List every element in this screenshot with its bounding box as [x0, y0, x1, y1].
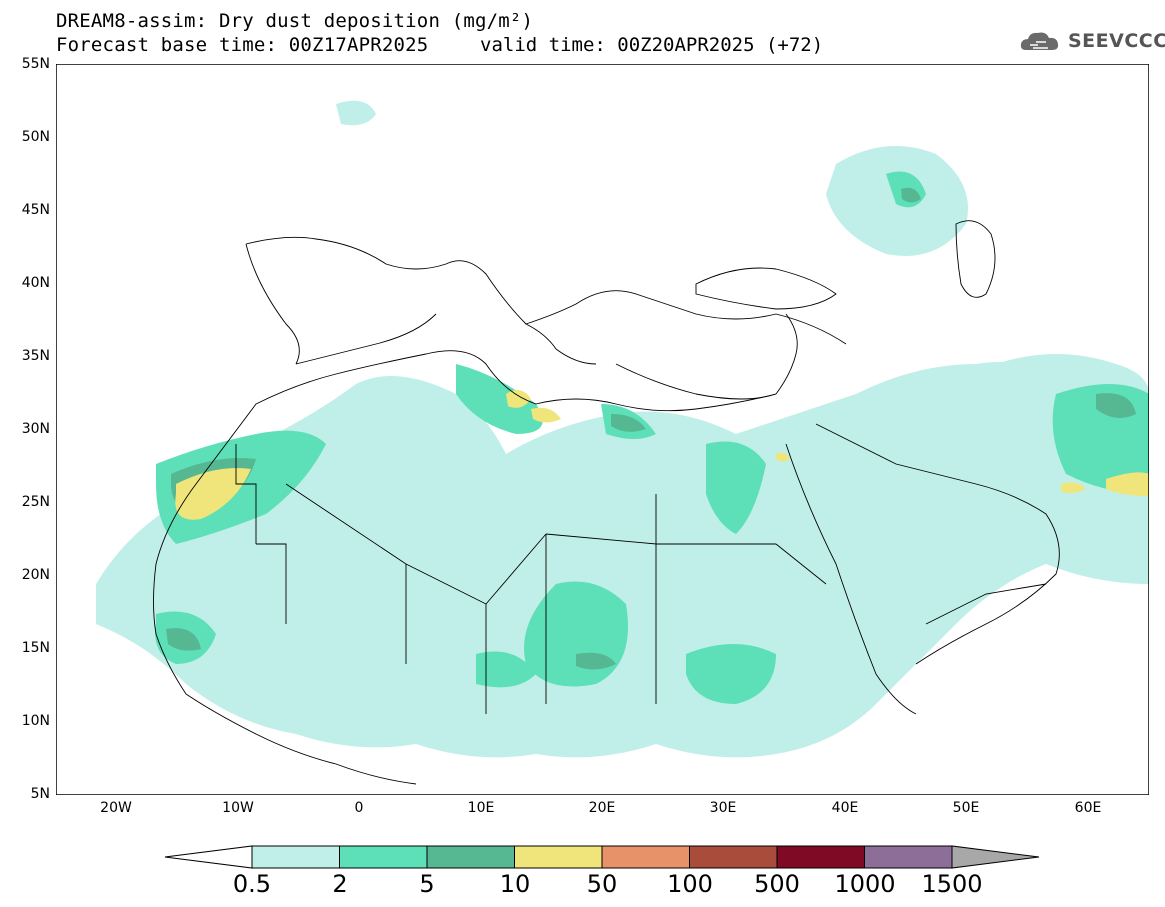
legend-label: 500 [754, 870, 800, 898]
colorbar-high-arrow [951, 845, 1040, 869]
legend-label: 1500 [921, 870, 983, 898]
lon-label: 20E [588, 800, 616, 816]
lon-label: 50E [952, 800, 980, 816]
legend-label: 2 [332, 870, 348, 898]
lat-label: 30N [21, 421, 50, 437]
country-borders [153, 220, 1060, 785]
cloud-logo-icon [1020, 32, 1059, 50]
colorbar-low-arrow [164, 845, 253, 869]
map-title: DREAM8-assim: Dry dust deposition (mg/m²… [56, 10, 534, 32]
colorbar-box [251, 845, 340, 869]
legend-label: 10 [499, 870, 531, 898]
colorbar-box [601, 845, 690, 869]
lon-label: 30E [709, 800, 737, 816]
lat-label: 35N [21, 348, 50, 364]
lon-label: 60E [1074, 800, 1102, 816]
lat-label: 15N [21, 640, 50, 656]
valid-time: valid time: 00Z20APR2025 (+72) [480, 34, 824, 56]
legend-label: 5 [419, 870, 435, 898]
colorbar-box [426, 845, 515, 869]
colorbar-box [514, 845, 603, 869]
lat-label: 50N [21, 129, 50, 145]
logo-text: SEEVCCC [1068, 30, 1165, 52]
legend-label: 100 [667, 870, 713, 898]
lat-label: 5N [30, 786, 50, 802]
lon-label: 10E [467, 800, 495, 816]
colorbar-box [864, 845, 953, 869]
forecast-base-time: Forecast base time: 00Z17APR2025 [56, 34, 429, 56]
colorbar-box [689, 845, 778, 869]
lon-label: 20W [100, 800, 132, 816]
colorbar-box [339, 845, 428, 869]
lat-label: 55N [21, 56, 50, 72]
lat-label: 10N [21, 713, 50, 729]
lat-label: 40N [21, 275, 50, 291]
colorbar [164, 845, 1040, 869]
lat-label: 45N [21, 202, 50, 218]
colorbar-boxes [164, 845, 1040, 869]
dust-deposition-map [56, 64, 1149, 795]
legend-label: 1000 [834, 870, 896, 898]
lon-label: 10W [222, 800, 254, 816]
lon-label: 0 [354, 800, 364, 816]
lat-label: 25N [21, 494, 50, 510]
dust-contours [96, 100, 1149, 758]
colorbar-box [776, 845, 865, 869]
lat-label: 20N [21, 567, 50, 583]
legend-label: 0.5 [232, 870, 272, 898]
lon-label: 40E [831, 800, 859, 816]
legend-label: 50 [586, 870, 618, 898]
